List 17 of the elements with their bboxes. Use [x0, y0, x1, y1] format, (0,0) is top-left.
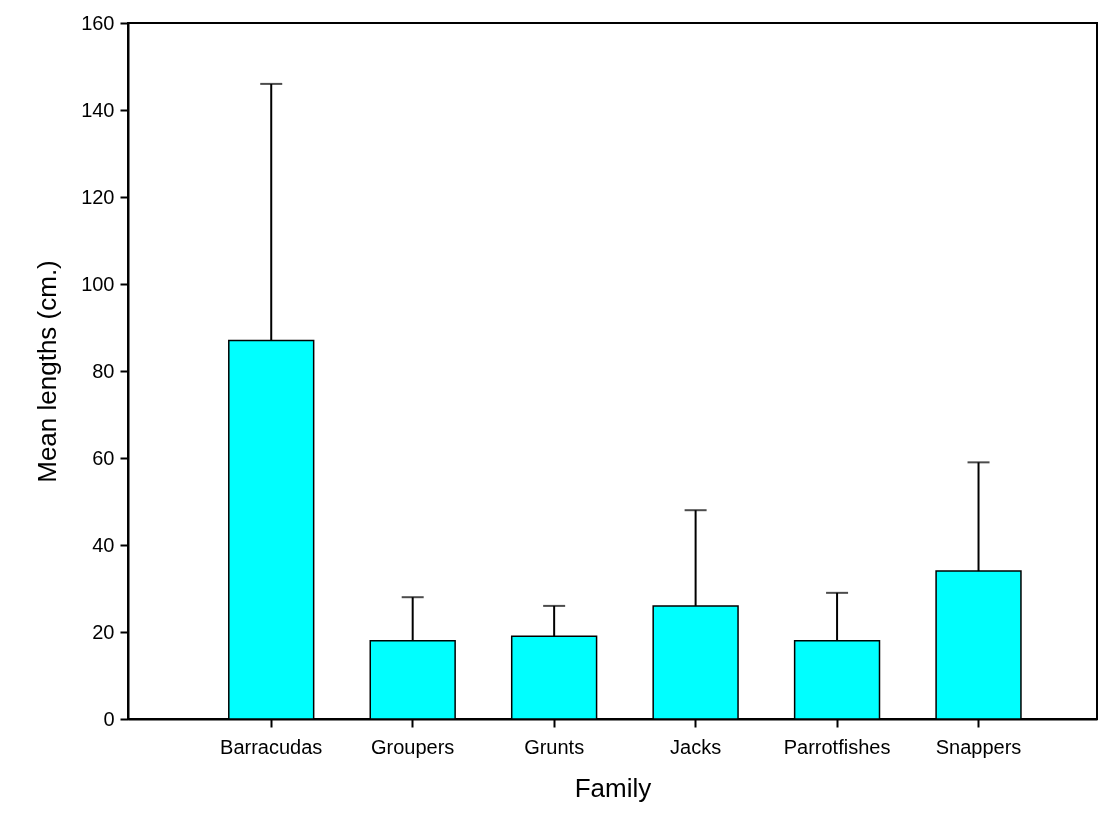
y-tick-label: 20: [92, 620, 115, 643]
x-tick-label: Groupers: [371, 735, 455, 758]
y-tick-label: 140: [81, 98, 115, 121]
x-axis-title: Family: [574, 772, 652, 803]
x-tick-label: Barracudas: [220, 735, 323, 758]
x-tick-label: Jacks: [670, 735, 722, 758]
x-tick-label: Parrotfishes: [783, 735, 891, 758]
y-tick-label: 60: [92, 446, 115, 469]
y-tick-label: 100: [81, 272, 115, 295]
y-tick-label: 40: [92, 533, 115, 556]
y-tick-label: 120: [81, 185, 115, 208]
y-tick-label: 80: [92, 359, 115, 382]
y-tick-label: 160: [81, 11, 115, 34]
y-axis-title: Mean lengths (cm.): [32, 260, 63, 483]
x-tick-label: Grunts: [524, 735, 585, 758]
y-tick-label: 0: [103, 707, 115, 730]
x-tick-label: Snappers: [935, 735, 1022, 758]
